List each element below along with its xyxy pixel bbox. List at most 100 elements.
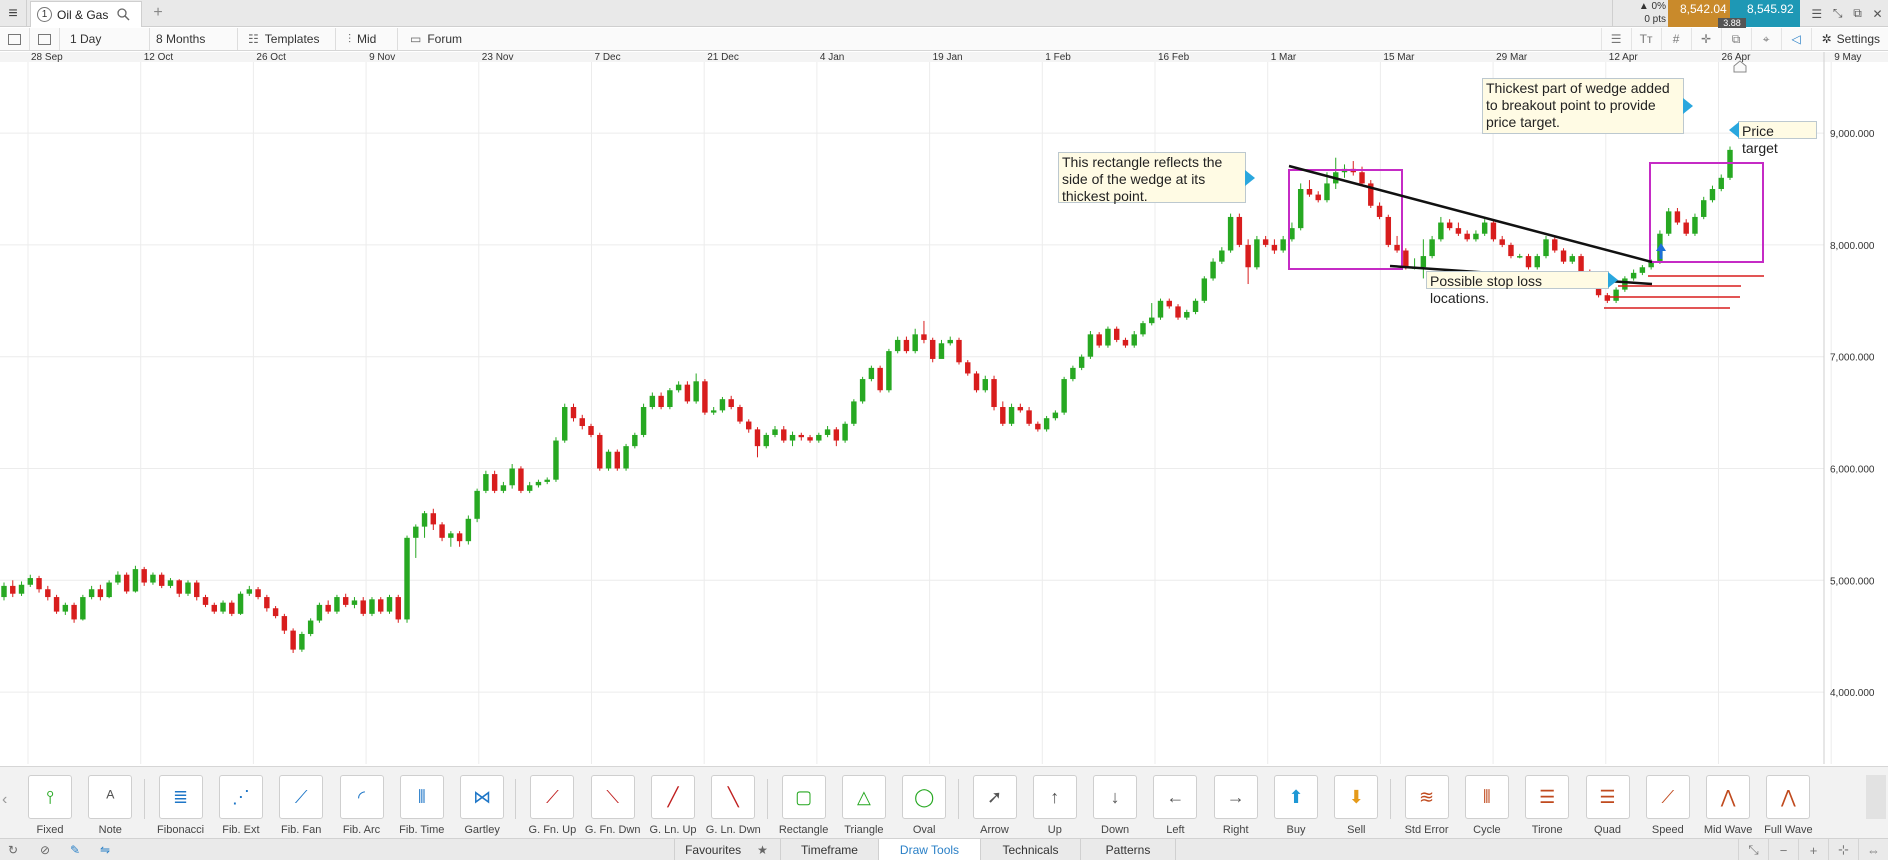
draw-tool-right[interactable]: → Right: [1206, 775, 1266, 836]
menu-icon[interactable]: ≡: [0, 0, 27, 27]
add-tab-button[interactable]: +: [153, 4, 163, 21]
draw-tool-g-ln-dwn[interactable]: ╲ G. Ln. Dwn: [703, 775, 763, 836]
text-size-icon[interactable]: Tт: [1630, 28, 1661, 50]
price-chart[interactable]: 28 Sep 12 Oct 26 Oct 9 Nov 23 Nov 7 Dec 21 Dec…: [0, 52, 1888, 764]
block-icon[interactable]: ⊘: [39, 843, 51, 857]
candle-body: [421, 513, 428, 527]
candle-body: [1149, 317, 1155, 324]
panel-toggle-button[interactable]: [0, 28, 30, 50]
price-type-button[interactable]: ⫶ Mid: [340, 28, 398, 50]
fit-icon[interactable]: ⤡: [1738, 839, 1768, 860]
magnet-icon[interactable]: ⇋: [99, 843, 111, 857]
candle-body: [334, 597, 340, 612]
price-target-annotation[interactable]: Price target: [1729, 121, 1817, 156]
draw-tool-left[interactable]: ← Left: [1145, 775, 1205, 836]
wedge-upper-line[interactable]: [1288, 164, 1653, 264]
cursor-icon[interactable]: ⌖: [1750, 28, 1781, 50]
list-icon[interactable]: ☰: [1600, 28, 1631, 50]
candle-body: [632, 434, 638, 447]
candle-body: [202, 597, 209, 605]
draw-tool-label: Fixed: [36, 824, 64, 836]
draw-tool-full-wave[interactable]: ⋀ Full Wave: [1758, 775, 1818, 836]
draw-tool-fib-ext[interactable]: ⋰ Fib. Ext: [211, 775, 271, 836]
tab-draw-tools[interactable]: Draw Tools: [878, 839, 980, 860]
draw-tool-mid-wave[interactable]: ⋀ Mid Wave: [1698, 775, 1758, 836]
forum-button[interactable]: ▭ Forum: [402, 28, 482, 50]
thickest-part-annotation[interactable]: Thickest part of wedge added to breakout…: [1482, 78, 1693, 134]
candle-body: [833, 429, 840, 441]
draw-tool-std-error[interactable]: ≋ Std Error: [1397, 775, 1457, 836]
stop-loss-annotation[interactable]: Possible stop loss locations.: [1426, 271, 1618, 306]
draw-tool-sell[interactable]: ⬇ Sell: [1326, 775, 1386, 836]
crosshair-icon[interactable]: ✛: [1690, 28, 1721, 50]
draw-tool-quad[interactable]: ☰ Quad: [1578, 775, 1638, 836]
interval-select[interactable]: 1 Day: [62, 28, 150, 50]
draw-tool-tirone[interactable]: ☰ Tirone: [1517, 775, 1577, 836]
draw-tool-down[interactable]: ↓ Down: [1085, 775, 1145, 836]
rectangle-annotation[interactable]: This rectangle reflects the side of the …: [1058, 152, 1255, 204]
draw-tool-rectangle[interactable]: ▢ Rectangle: [774, 775, 834, 836]
search-icon[interactable]: [117, 8, 130, 21]
draw-tool-fib-fan[interactable]: ⟋ Fib. Fan: [271, 775, 331, 836]
minimize-icon[interactable]: ⤡: [1832, 6, 1843, 20]
draw-tool-speed[interactable]: ⟋ Speed: [1638, 775, 1698, 836]
draw-tool-g-fn-up[interactable]: ⟋ G. Fn. Up: [522, 775, 582, 836]
draw-tool-g-ln-up[interactable]: ╱ G. Ln. Up: [643, 775, 703, 836]
layout-button[interactable]: [30, 28, 60, 50]
templates-button[interactable]: ☷ Templates: [240, 28, 336, 50]
detach-icon[interactable]: ⧉: [1853, 6, 1862, 20]
candle-body: [1464, 233, 1470, 240]
draw-tool-g-fn-dwn[interactable]: ⟍ G. Fn. Dwn: [583, 775, 643, 836]
candle-body: [1446, 222, 1453, 229]
draw-tool-triangle[interactable]: △ Triangle: [834, 775, 894, 836]
draw-tool-fib-time[interactable]: ⦀ Fib. Time: [392, 775, 452, 836]
candle-body: [1017, 407, 1024, 411]
draw-tool-arrow[interactable]: ➚ Arrow: [965, 775, 1025, 836]
draw-tool-cycle[interactable]: ⦀ Cycle: [1457, 775, 1517, 836]
zoom-in-icon[interactable]: +: [1798, 839, 1828, 860]
chart-tab[interactable]: 1 Oil & Gas: [30, 1, 142, 27]
grid-layer: [0, 62, 1832, 764]
windows-icon[interactable]: ⧉: [1720, 28, 1751, 50]
cycle-icon: ⦀: [1464, 775, 1509, 819]
pencil-icon[interactable]: ✎: [69, 843, 81, 857]
draw-tool-fibonacci[interactable]: ≣ Fibonacci: [151, 775, 211, 836]
candle-body: [194, 582, 200, 598]
draw-tool-gartley[interactable]: ⋈ Gartley: [452, 775, 512, 836]
draw-tool-fixed[interactable]: ⫯ Fixed: [20, 775, 80, 836]
zoom-out-icon[interactable]: −: [1768, 839, 1798, 860]
eraser-icon[interactable]: ◁: [1780, 28, 1811, 50]
refresh-icon[interactable]: ↻: [7, 843, 19, 857]
tab-timeframe[interactable]: Timeframe: [780, 839, 878, 860]
candle-body: [1622, 278, 1628, 290]
draw-tools-scrollbar[interactable]: [1866, 775, 1886, 819]
draw-tool-up[interactable]: ↑ Up: [1025, 775, 1085, 836]
range-select[interactable]: 8 Months: [148, 28, 238, 50]
price-target-rectangle[interactable]: [1649, 162, 1764, 263]
window-options-icon[interactable]: ☰: [1811, 6, 1823, 21]
candle-body: [1481, 222, 1488, 234]
wedge-thickness-rectangle[interactable]: [1288, 169, 1403, 270]
alert-marker-icon[interactable]: [1733, 60, 1747, 73]
scroll-left-icon[interactable]: ‹: [2, 791, 8, 808]
tab-favourites[interactable]: Favourites ★: [674, 839, 778, 860]
candle-body: [1359, 172, 1365, 184]
chart-area[interactable]: 28 Sep 12 Oct 26 Oct 9 Nov 23 Nov 7 Dec 21 Dec…: [0, 52, 1888, 764]
tab-patterns[interactable]: Patterns: [1080, 839, 1176, 860]
draw-tool-note[interactable]: ᴬ Note: [80, 775, 140, 836]
candle-body: [781, 429, 787, 441]
draw-tool-oval[interactable]: ◯ Oval: [894, 775, 954, 836]
candle-body: [842, 423, 848, 441]
draw-tool-buy[interactable]: ⬆ Buy: [1266, 775, 1326, 836]
settings-button[interactable]: ✲ Settings: [1810, 28, 1888, 50]
pan-icon[interactable]: ⊹: [1828, 839, 1858, 860]
candle-body: [658, 395, 664, 408]
arrow-icon: ➚: [972, 775, 1017, 819]
grid-icon[interactable]: #: [1660, 28, 1691, 50]
draw-tool-fib-arc[interactable]: ◜ Fib. Arc: [332, 775, 392, 836]
close-icon[interactable]: ✕: [1872, 6, 1883, 21]
tab-technicals[interactable]: Technicals: [980, 839, 1080, 860]
reset-icon[interactable]: ⇔: [1858, 839, 1888, 860]
layout-icon: [38, 33, 51, 45]
candle-body: [710, 410, 717, 413]
